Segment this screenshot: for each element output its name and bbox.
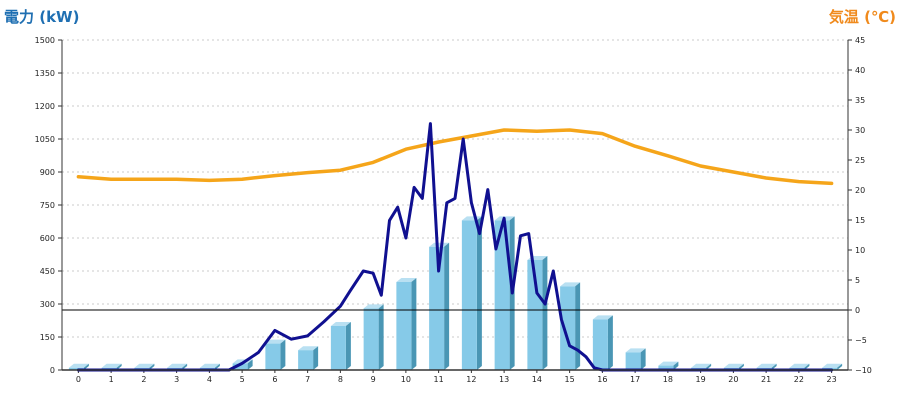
- power-bar: [462, 216, 482, 370]
- x-tick-label: 21: [761, 375, 771, 384]
- x-tick-label: 8: [338, 375, 343, 384]
- power-bar-front: [593, 319, 608, 370]
- left-tick-label: 450: [40, 267, 55, 276]
- right-tick-label: 30: [855, 126, 865, 135]
- left-tick-label: 1350: [35, 69, 55, 78]
- right-tick-label: 15: [855, 216, 865, 225]
- x-tick-label: 14: [532, 375, 542, 384]
- x-tick-label: 1: [109, 375, 114, 384]
- x-tick-label: 22: [794, 375, 804, 384]
- power-bar: [298, 346, 318, 370]
- x-tick-label: 6: [272, 375, 277, 384]
- power-bar: [396, 278, 416, 370]
- power-bar-front: [298, 350, 313, 370]
- right-tick-label: 35: [855, 96, 865, 105]
- x-tick-label: 4: [207, 375, 212, 384]
- x-tick-label: 17: [630, 375, 640, 384]
- right-tick-label: 20: [855, 186, 865, 195]
- power-bar-front: [560, 286, 575, 370]
- left-tick-label: 600: [40, 234, 55, 243]
- power-bar-side: [379, 304, 384, 370]
- x-tick-label: 5: [240, 375, 245, 384]
- right-tick-label: 40: [855, 66, 865, 75]
- left-axis-ticks: 0 150 300 450 600 750 900 1050 1200 1350 1500: [35, 36, 62, 375]
- power-bar: [364, 304, 384, 370]
- power-bar-front: [626, 352, 641, 370]
- x-tick-label: 0: [76, 375, 81, 384]
- x-tick-label: 9: [371, 375, 376, 384]
- power-bar-side: [313, 346, 318, 370]
- left-tick-label: 1200: [35, 102, 55, 111]
- x-tick-label: 12: [466, 375, 476, 384]
- power-bar-front: [429, 247, 444, 370]
- right-tick-label: 25: [855, 156, 865, 165]
- right-tick-label: 10: [855, 246, 865, 255]
- power-bar-side: [444, 243, 449, 370]
- power-bar: [527, 256, 547, 370]
- left-tick-label: 1500: [35, 36, 55, 45]
- left-axis-title: 電力 (kW): [4, 8, 79, 26]
- x-tick-label: 10: [401, 375, 411, 384]
- temperature-line: [78, 130, 831, 183]
- power-line: [78, 124, 831, 370]
- right-tick-label: −5: [855, 336, 867, 345]
- axes: [62, 40, 848, 370]
- power-bar-side: [608, 315, 613, 370]
- right-tick-label: 5: [855, 276, 860, 285]
- right-tick-label: 45: [855, 36, 865, 45]
- power-bar: [626, 348, 646, 370]
- power-bar-front: [462, 220, 477, 370]
- power-bar: [593, 315, 613, 370]
- power-bar: [265, 340, 285, 370]
- left-tick-label: 1050: [35, 135, 55, 144]
- x-tick-label: 13: [499, 375, 509, 384]
- left-tick-label: 0: [50, 366, 55, 375]
- power-bar-side: [542, 256, 547, 370]
- left-tick-label: 150: [40, 333, 55, 342]
- left-tick-label: 750: [40, 201, 55, 210]
- x-tick-label: 23: [827, 375, 837, 384]
- left-tick-label: 300: [40, 300, 55, 309]
- power-bar-side: [346, 322, 351, 370]
- x-tick-label: 7: [305, 375, 310, 384]
- power-bar-front: [396, 282, 411, 370]
- power-bar-side: [411, 278, 416, 370]
- x-tick-label: 11: [434, 375, 444, 384]
- right-axis-title: 気温 (℃): [829, 8, 896, 26]
- right-axis-ticks: −10 −5 0 5 10 15 20 25 30 35 40 45: [848, 36, 872, 375]
- x-tick-label: 20: [728, 375, 738, 384]
- power-bar-front: [265, 344, 280, 370]
- left-tick-label: 900: [40, 168, 55, 177]
- series-lines: [78, 124, 831, 370]
- x-tick-label: 16: [597, 375, 607, 384]
- x-tick-label: 15: [565, 375, 575, 384]
- x-tick-label: 2: [141, 375, 146, 384]
- x-axis-ticks: 0 1 2 3 4 5 6 7 8 9 10 11 12 13 14 15 16 17 18 19 20 21 22 23: [76, 370, 837, 384]
- power-bar-side: [575, 282, 580, 370]
- power-bar-front: [364, 308, 379, 370]
- power-bar-front: [331, 326, 346, 370]
- power-bar-side: [477, 216, 482, 370]
- right-tick-label: 0: [855, 306, 860, 315]
- power-bars: [69, 216, 842, 370]
- power-bar: [331, 322, 351, 370]
- power-bar-side: [280, 340, 285, 370]
- x-tick-label: 18: [663, 375, 673, 384]
- x-tick-label: 3: [174, 375, 179, 384]
- x-tick-label: 19: [696, 375, 706, 384]
- right-tick-label: −10: [855, 366, 872, 375]
